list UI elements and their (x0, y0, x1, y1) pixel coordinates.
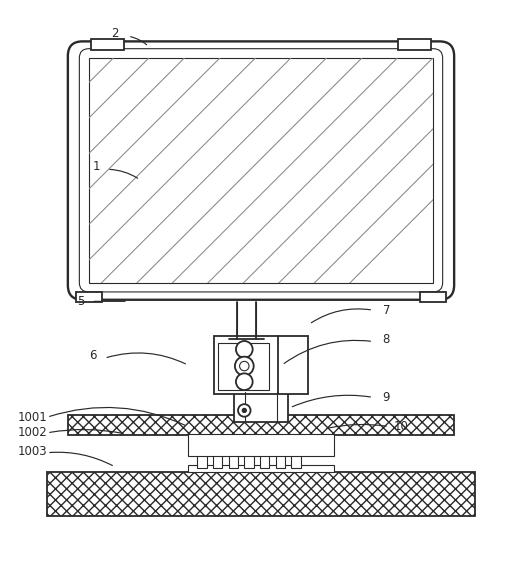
Bar (76, 292, 102, 302)
FancyBboxPatch shape (68, 41, 454, 300)
Bar (420, 292, 446, 302)
Bar (218, 342, 269, 390)
Bar (229, 455, 238, 468)
FancyArrowPatch shape (50, 452, 112, 466)
Bar (234, 392, 288, 422)
Text: 2: 2 (111, 27, 118, 40)
FancyArrowPatch shape (50, 408, 185, 426)
Circle shape (236, 373, 253, 390)
Circle shape (235, 357, 254, 376)
Bar (68, 414, 454, 436)
Bar (188, 435, 334, 457)
FancyBboxPatch shape (79, 48, 443, 292)
Text: 1003: 1003 (18, 445, 47, 458)
FancyArrowPatch shape (130, 37, 147, 45)
Bar (91, 39, 124, 50)
FancyArrowPatch shape (311, 309, 371, 323)
Bar (47, 472, 475, 516)
Bar (260, 455, 269, 468)
Text: 10: 10 (394, 420, 408, 433)
Text: 7: 7 (383, 303, 390, 317)
Text: 1: 1 (93, 160, 100, 173)
Bar (244, 455, 254, 468)
Bar (214, 336, 308, 394)
Bar (398, 39, 431, 50)
Circle shape (240, 361, 249, 371)
FancyArrowPatch shape (110, 169, 138, 178)
Bar (276, 455, 285, 468)
Text: 8: 8 (383, 333, 390, 346)
Text: 9: 9 (383, 391, 390, 404)
Text: 1001: 1001 (18, 411, 47, 424)
Bar (188, 465, 334, 471)
Bar (197, 455, 207, 468)
Circle shape (238, 404, 251, 417)
Bar (89, 57, 433, 283)
FancyArrowPatch shape (50, 430, 123, 434)
FancyArrowPatch shape (328, 425, 386, 428)
Circle shape (242, 408, 246, 413)
FancyArrowPatch shape (292, 395, 371, 406)
Text: 5: 5 (77, 295, 85, 308)
FancyArrowPatch shape (107, 353, 185, 364)
Bar (291, 455, 301, 468)
FancyArrowPatch shape (284, 341, 371, 363)
Bar (213, 455, 222, 468)
Circle shape (236, 341, 253, 358)
Text: 1002: 1002 (18, 426, 47, 439)
Text: 6: 6 (89, 349, 97, 362)
